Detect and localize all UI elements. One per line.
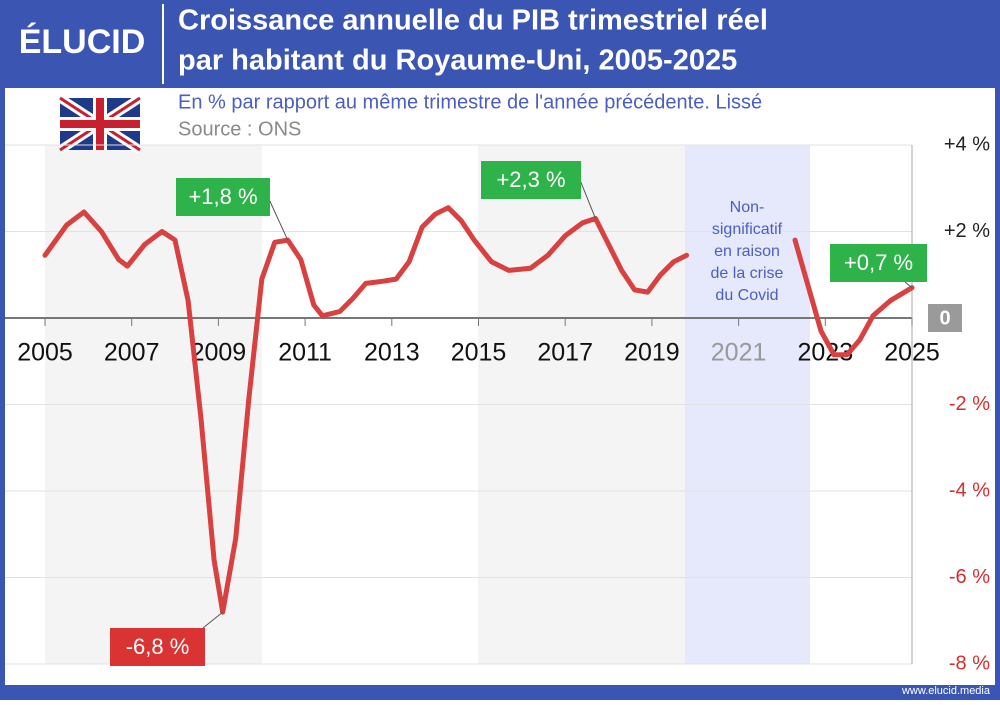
x-tick-label: 2019 (624, 339, 680, 367)
zero-box (928, 304, 962, 332)
leader (267, 196, 289, 241)
annotation: +0,7 % (844, 250, 913, 275)
x-tick-label: 2011 (278, 339, 332, 367)
source: Source : ONS (178, 118, 301, 140)
y-tick-label: +2 % (944, 220, 990, 242)
y-tick-label: -6 % (949, 566, 990, 588)
covid-note: de la crise (711, 265, 784, 282)
chart-title: par habitant du Royaume-Uni, 2005-2025 (178, 45, 737, 77)
x-tick-label: 2021 (711, 339, 767, 367)
leader (579, 179, 597, 219)
annotation: +1,8 % (188, 184, 257, 209)
footer: www.elucid.media (901, 685, 991, 697)
y-tick-label: -2 % (949, 393, 990, 415)
covid-note: du Covid (715, 287, 778, 304)
subtitle: En % par rapport au même trimestre de l'… (178, 91, 762, 113)
annotation-box (176, 178, 270, 216)
x-tick-label: 2015 (451, 339, 507, 367)
y-tick-label: -4 % (949, 479, 990, 501)
annotation: -6,8 % (126, 634, 190, 659)
covid-note: significatif (712, 221, 783, 238)
x-tick-label: 2017 (537, 339, 593, 367)
x-tick-label: 2005 (17, 339, 73, 367)
x-tick-label: 2025 (884, 339, 940, 367)
leader (202, 611, 224, 629)
line (42, 205, 915, 615)
annotation-box (481, 161, 581, 199)
x-tick-label: 2007 (104, 339, 160, 367)
x-tick-label: 2009 (191, 339, 247, 367)
annotation-box (110, 628, 205, 666)
leader (904, 281, 913, 289)
covid-note: en raison (714, 243, 780, 260)
y-tick-label: -8 % (949, 652, 990, 674)
x-tick-label: 2013 (364, 339, 420, 367)
logo: ÉLUCID (19, 23, 146, 61)
y-tick-label: 0 (939, 307, 950, 329)
covid-note: Non- (730, 199, 765, 216)
annotation: +2,3 % (496, 167, 565, 192)
chart-title: Croissance annuelle du PIB trimestriel r… (178, 5, 768, 37)
annotation-box (830, 244, 927, 282)
y-tick-label: +4 % (944, 133, 990, 155)
flag (57, 94, 143, 154)
